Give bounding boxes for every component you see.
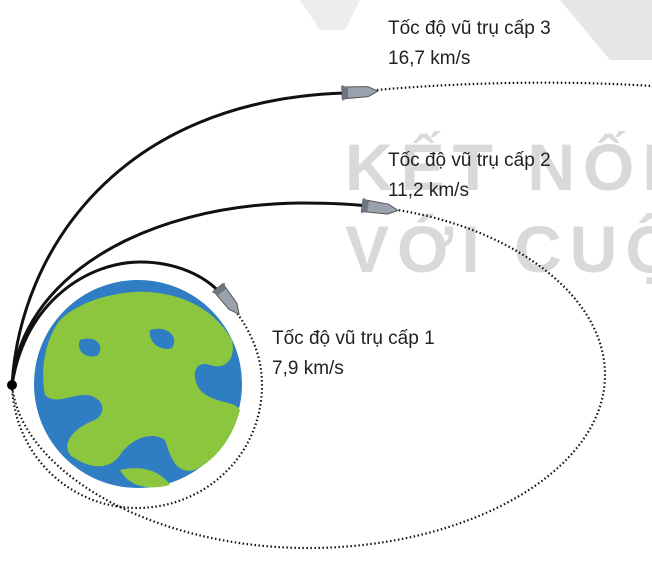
rocket (211, 282, 240, 316)
trajectory-2-dotted (10, 205, 607, 550)
trajectory-name: Tốc độ vũ trụ cấp 2 (388, 150, 551, 171)
watermark: VỚI CUỘC (345, 212, 652, 286)
trajectory-name: Tốc độ vũ trụ cấp 1 (272, 328, 435, 349)
rocket (341, 84, 380, 101)
trajectory-speed: 16,7 km/s (388, 48, 470, 69)
watermark: KẾT NỐI TR (345, 130, 652, 204)
trajectory-name: Tốc độ vũ trụ cấp 3 (388, 18, 551, 39)
earth (34, 280, 242, 488)
watermark-shape (300, 0, 360, 30)
trajectory-3-solid (10, 91, 346, 386)
trajectory-speed: 11,2 km/s (388, 180, 469, 201)
trajectory-1-dotted (10, 294, 264, 510)
trajectory-1-solid (10, 260, 224, 386)
rocket (360, 197, 399, 215)
launch-point (7, 380, 17, 390)
trajectory-3-dotted (344, 81, 652, 95)
trajectory-2-solid (10, 201, 376, 386)
trajectory-speed: 7,9 km/s (272, 358, 344, 379)
watermark-shape (560, 0, 652, 60)
